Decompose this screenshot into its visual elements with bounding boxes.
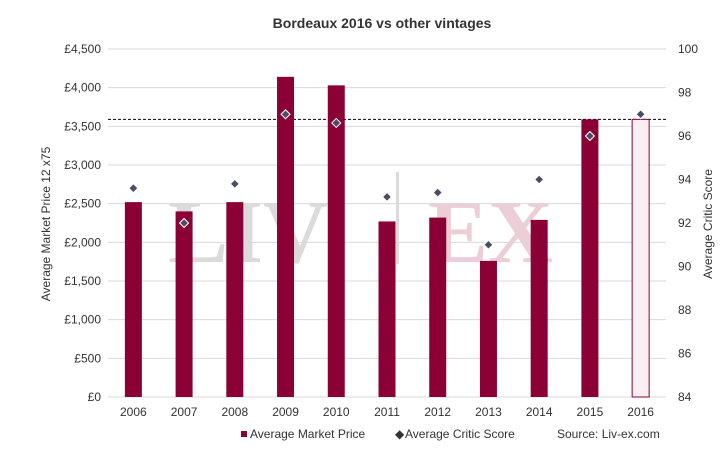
score-marker-2011	[381, 191, 393, 203]
x-tick-label: 2013	[475, 405, 502, 419]
legend-swatch-price	[241, 431, 247, 437]
legend: Average Market Price ◆ Average Critic Sc…	[241, 427, 515, 441]
score-marker-2014	[533, 174, 545, 185]
x-tick-label: 2007	[171, 405, 198, 419]
chart-title: Bordeaux 2016 vs other vintages	[273, 15, 492, 31]
score-marker-2013	[483, 239, 494, 250]
score-marker-2010	[331, 117, 342, 129]
bar-2008	[226, 202, 244, 397]
bar-2014	[530, 219, 548, 397]
x-tick-label: 2009	[272, 405, 299, 419]
critic-score-series	[128, 109, 646, 250]
x-tick-label: 2014	[526, 405, 553, 419]
bar-2011	[378, 221, 396, 397]
source-label: Source: Liv-ex.com	[557, 427, 660, 441]
left-tick-label: £3,500	[64, 119, 101, 133]
bar-2010	[327, 85, 345, 397]
x-tick-label: 2010	[323, 405, 350, 419]
left-tick-label: £4,000	[64, 81, 101, 95]
bar-2013	[479, 260, 497, 397]
bar-2006	[124, 202, 142, 397]
score-marker-2016	[635, 109, 646, 120]
bar-2007	[175, 211, 193, 397]
x-tick-label: 2012	[424, 405, 451, 419]
legend-marker-score: ◆	[395, 427, 405, 441]
score-marker-2015	[584, 130, 596, 142]
left-tick-label: £3,000	[64, 158, 101, 172]
x-tick-label: 2008	[221, 405, 248, 419]
left-axis-ticks: £0 £500 £1,000 £1,500 £2,000 £2,500 £3,000 £3,5…	[64, 42, 101, 404]
legend-label-score: Average Critic Score	[405, 427, 515, 441]
right-tick-label: 94	[678, 173, 692, 187]
left-tick-label: £2,000	[64, 235, 101, 249]
right-axis-title: Average Critic Score	[701, 169, 715, 279]
left-tick-label: £2,500	[64, 197, 101, 211]
right-tick-label: 90	[678, 260, 692, 274]
left-axis-title: Average Market Price 12 x75	[39, 146, 53, 301]
bar-2016	[631, 118, 650, 398]
score-marker-2009	[280, 109, 291, 120]
left-tick-label: £1,000	[64, 313, 101, 327]
x-tick-label: 2011	[374, 405, 400, 419]
bar-2015	[581, 119, 599, 397]
bar-series	[124, 76, 650, 398]
score-marker-2007	[178, 217, 190, 229]
right-tick-label: 86	[678, 347, 692, 361]
bar-2012	[429, 217, 447, 397]
legend-label-price: Average Market Price	[250, 427, 365, 441]
right-tick-label: 98	[678, 86, 692, 100]
right-tick-label: 92	[678, 216, 692, 230]
left-tick-label: £4,500	[64, 42, 101, 56]
right-tick-label: 96	[678, 129, 692, 143]
x-axis-ticks: 2006 2007 2008 2009 2010 2011 2012 2013 2014 2015…	[120, 405, 654, 419]
bar-2009	[277, 76, 295, 397]
left-tick-label: £1,500	[64, 274, 101, 288]
x-tick-label: 2016	[627, 405, 654, 419]
right-tick-label: 88	[678, 303, 692, 317]
right-tick-label: 100	[678, 42, 698, 56]
score-marker-2006	[128, 182, 139, 194]
score-marker-2008	[229, 178, 241, 190]
x-tick-label: 2015	[577, 405, 604, 419]
left-tick-label: £0	[88, 390, 102, 404]
score-marker-2012	[432, 187, 443, 198]
watermark-divider	[396, 172, 399, 264]
watermark-liv: LIV	[168, 183, 328, 282]
right-axis-ticks: 84 86 88 90 92 94 96 98 100	[678, 42, 698, 404]
left-tick-label: £500	[74, 351, 101, 365]
right-tick-label: 84	[678, 390, 692, 404]
x-tick-label: 2006	[120, 405, 147, 419]
